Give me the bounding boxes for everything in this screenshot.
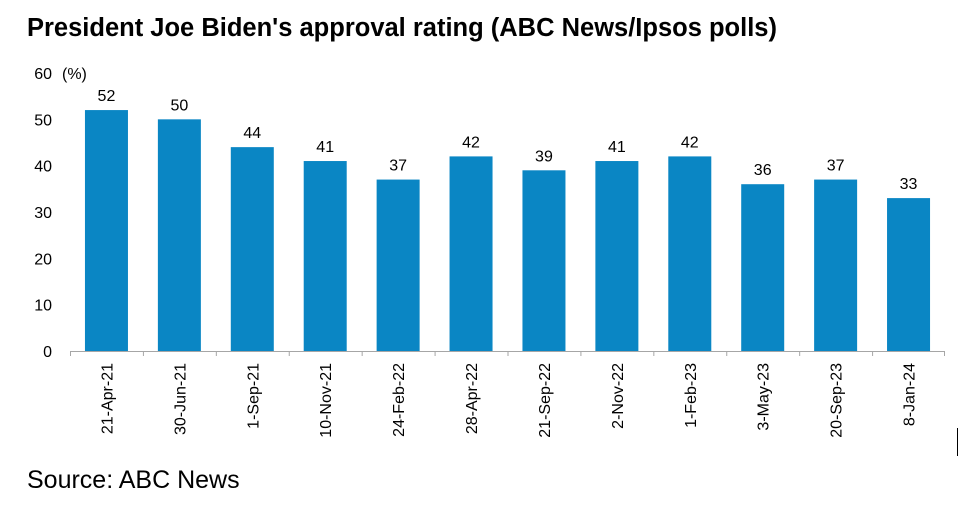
x-axis: 21-Apr-21 30-Jun-21 1-Sep-21 10-Nov-21 24-Fe… — [70, 351, 945, 438]
data-label: 33 — [900, 176, 918, 193]
bar — [668, 156, 712, 351]
data-labels: 52 50 44 41 37 42 39 41 42 36 37 33 — [98, 88, 918, 193]
data-label: 36 — [754, 162, 772, 179]
bar — [814, 179, 858, 351]
data-label: 52 — [98, 88, 116, 105]
bar — [595, 161, 639, 351]
data-label: 41 — [316, 139, 334, 156]
source-note: Source: ABC News — [27, 466, 240, 494]
data-label: 44 — [243, 125, 261, 142]
bar — [84, 110, 128, 351]
y-tick-label: 50 — [34, 112, 52, 129]
bar — [376, 179, 420, 351]
data-label: 41 — [608, 139, 626, 156]
y-tick-label: 60 — [34, 66, 52, 83]
bar — [449, 156, 493, 351]
y-tick-label: 20 — [34, 251, 52, 268]
x-tick-label: 21-Sep-22 — [537, 363, 554, 438]
data-label: 37 — [827, 158, 845, 175]
bar — [157, 119, 201, 351]
data-label: 42 — [462, 134, 480, 151]
x-tick-label: 30-Jun-21 — [172, 363, 189, 435]
edge-marker — [957, 428, 958, 456]
bar — [741, 184, 785, 351]
y-axis-unit: (%) — [62, 66, 87, 83]
data-label: 37 — [389, 158, 407, 175]
x-tick-label: 24-Feb-22 — [391, 363, 408, 437]
y-tick-label: 40 — [34, 159, 52, 176]
y-tick-label: 30 — [34, 205, 52, 222]
x-tick-label: 2-Nov-22 — [610, 363, 627, 429]
bar — [230, 147, 274, 351]
bar-chart: 0 10 20 30 40 50 60 52 50 44 41 37 42 39 41 42 36 37 33 2… — [34, 66, 945, 438]
x-tick-label: 3-May-23 — [756, 363, 773, 431]
x-tick-label: 28-Apr-22 — [464, 363, 481, 434]
bar — [303, 161, 347, 351]
x-tick-label: 21-Apr-21 — [99, 363, 116, 434]
bar — [887, 198, 931, 351]
bar — [522, 170, 566, 351]
x-tick-label: 10-Nov-21 — [318, 363, 335, 438]
data-label: 39 — [535, 148, 553, 165]
data-label: 50 — [170, 97, 188, 114]
y-tick-label: 10 — [34, 298, 52, 315]
y-axis: 0 10 20 30 40 50 60 — [34, 66, 52, 361]
x-tick-label: 8-Jan-24 — [902, 363, 919, 426]
x-tick-label: 1-Sep-21 — [245, 363, 262, 429]
y-tick-label: 0 — [43, 344, 52, 361]
data-label: 42 — [681, 134, 699, 151]
x-tick-label: 20-Sep-23 — [829, 363, 846, 438]
bars — [84, 110, 931, 351]
chart-title: President Joe Biden's approval rating (A… — [27, 14, 777, 42]
x-tick-label: 1-Feb-23 — [683, 363, 700, 428]
